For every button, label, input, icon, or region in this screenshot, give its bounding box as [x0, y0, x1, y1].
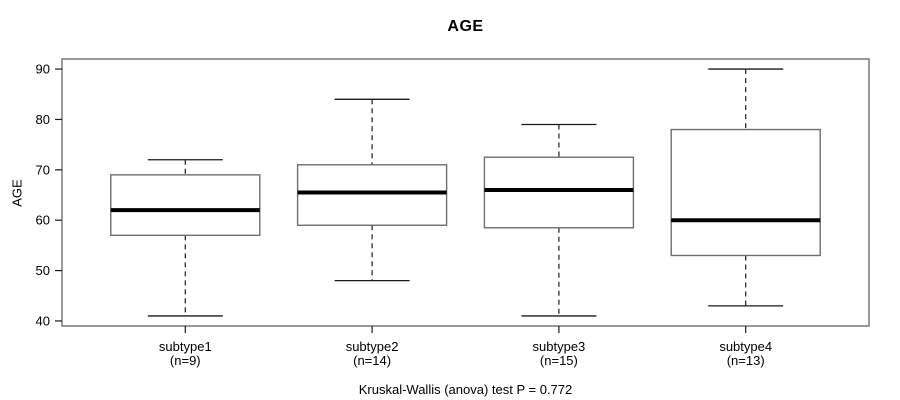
y-tick-label: 40: [36, 313, 50, 328]
y-tick-label: 50: [36, 263, 50, 278]
iqr-box-subtype2: [296, 164, 448, 226]
iqr-box-subtype3: [483, 156, 635, 229]
x-tick-sublabel-subtype3: (n=15): [540, 353, 578, 368]
plot-frame: [61, 58, 870, 327]
x-tick-label-subtype1: subtype1: [159, 339, 212, 354]
x-tick-sublabel-subtype4: (n=13): [727, 353, 765, 368]
y-tick-label: 80: [36, 112, 50, 127]
stat-test-caption: Kruskal-Wallis (anova) test P = 0.772: [358, 382, 573, 397]
x-tick-sublabel-subtype1: (n=9): [170, 353, 201, 368]
y-tick-label: 60: [36, 213, 50, 228]
x-tick-label-subtype4: subtype4: [719, 339, 772, 354]
x-tick-label-subtype3: subtype3: [533, 339, 586, 354]
chart-title: AGE: [447, 18, 484, 35]
y-tick-label: 90: [36, 62, 50, 77]
iqr-box-subtype4: [670, 128, 821, 257]
x-tick-label-subtype2: subtype2: [346, 339, 399, 354]
y-tick-label: 70: [36, 162, 50, 177]
x-tick-sublabel-subtype2: (n=14): [353, 353, 391, 368]
iqr-box-subtype1: [110, 174, 261, 237]
